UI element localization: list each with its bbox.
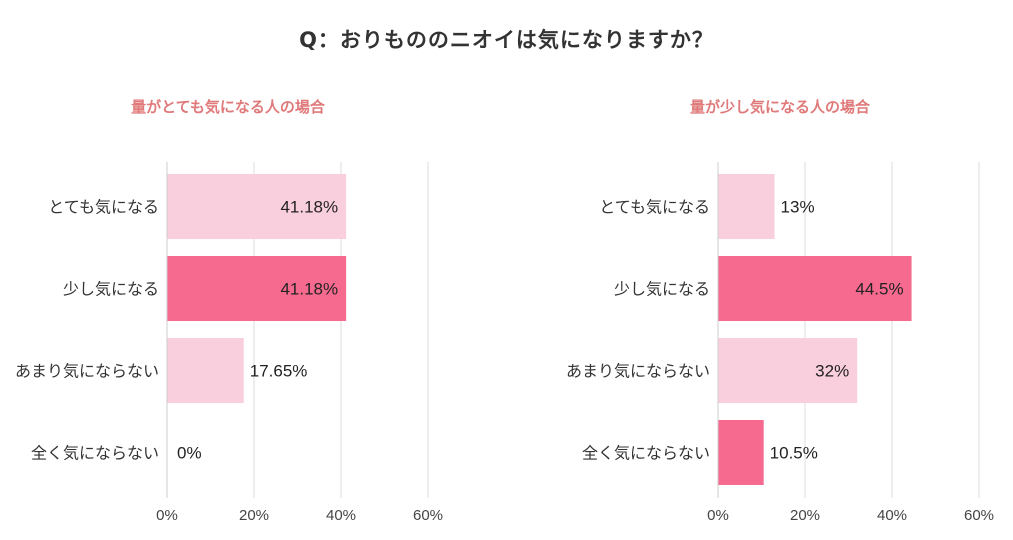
value-label: 41.18% <box>280 198 338 217</box>
x-tick-label: 40% <box>877 507 907 524</box>
x-tick-label: 0% <box>156 507 178 524</box>
bar[interactable] <box>167 174 347 239</box>
bar[interactable] <box>167 338 244 403</box>
x-tick-label: 20% <box>790 507 820 524</box>
bar[interactable] <box>718 256 912 321</box>
chart-panel-1: 量がとても気になる人の場合とても気になる少し気になるあまり気にならない全く気にな… <box>15 98 443 524</box>
value-label: 17.65% <box>250 362 308 381</box>
category-label: あまり気にならない <box>15 362 159 381</box>
value-label: 10.5% <box>770 444 818 463</box>
x-tick-label: 40% <box>326 507 356 524</box>
chart-subtitle: 量がとても気になる人の場合 <box>131 98 326 116</box>
chart-subtitle: 量が少し気になる人の場合 <box>690 98 871 116</box>
x-tick-label: 0% <box>707 507 729 524</box>
category-label: あまり気にならない <box>566 362 710 381</box>
category-label: 少し気になる <box>614 280 710 299</box>
value-label: 32% <box>815 362 849 381</box>
bar[interactable] <box>167 256 347 321</box>
x-tick-label: 20% <box>239 507 269 524</box>
category-label: 少し気になる <box>63 280 159 299</box>
chart-panel-2: 量が少し気になる人の場合とても気になる少し気になるあまり気にならない全く気になら… <box>566 98 994 524</box>
bar[interactable] <box>718 338 858 403</box>
category-label: とても気になる <box>599 198 710 217</box>
x-tick-label: 60% <box>413 507 443 524</box>
bar[interactable] <box>718 174 775 239</box>
category-label: とても気になる <box>48 198 159 217</box>
bar[interactable] <box>718 420 764 485</box>
value-label: 13% <box>781 198 815 217</box>
value-label: 41.18% <box>280 280 338 299</box>
value-label: 0% <box>177 444 202 463</box>
x-tick-label: 60% <box>964 507 994 524</box>
category-label: 全く気にならない <box>582 444 710 463</box>
category-label: 全く気にならない <box>31 444 159 463</box>
chart-title: Q：おりもののニオイは気になりますか？ <box>299 28 714 52</box>
value-label: 44.5% <box>855 280 903 299</box>
